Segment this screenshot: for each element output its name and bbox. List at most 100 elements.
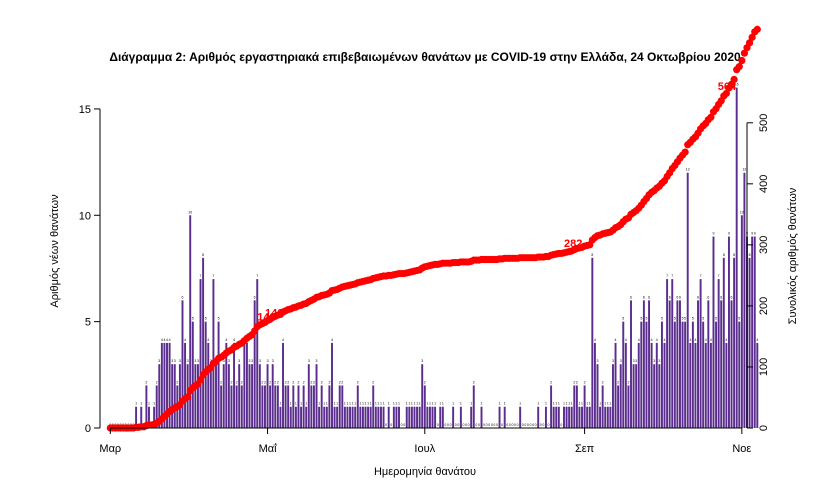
cumulative-point (184, 393, 192, 401)
bar-value-label: 2 (264, 380, 266, 384)
bar (398, 406, 400, 428)
left-y-axis: 0 5 10 15 (79, 104, 101, 435)
bar (563, 406, 565, 428)
bar (632, 364, 635, 428)
bar-value-label: 0 (511, 423, 513, 427)
bar (408, 406, 411, 428)
bar (681, 321, 684, 428)
bar (318, 406, 321, 428)
bar (173, 364, 176, 428)
bar (642, 300, 645, 428)
bar-value-label: 9 (713, 232, 715, 236)
bar-value-label: 0 (486, 423, 488, 427)
bar-value-label: 1 (148, 402, 150, 406)
bar (671, 279, 674, 428)
bar (730, 300, 733, 428)
bar-value-label: 4 (664, 338, 666, 342)
bar-value-label: 1 (323, 402, 325, 406)
bar-value-label: 8 (202, 253, 204, 257)
bar-value-label: 3 (633, 359, 635, 363)
bar-value-label: 3 (194, 359, 196, 363)
bar-value-label: 2 (303, 380, 305, 384)
bar-value-label: 6 (697, 295, 699, 299)
bar-value-label: 1 (555, 402, 557, 406)
bar (441, 406, 444, 428)
bar-value-label: 9 (728, 232, 730, 236)
bar (738, 321, 741, 428)
cumulative-point (722, 89, 730, 98)
bar-value-label: 1 (135, 402, 137, 406)
bar (470, 406, 473, 428)
bar-value-label: 0 (532, 423, 534, 427)
bar-value-label: 6 (731, 295, 733, 299)
bar-value-label: 2 (341, 380, 343, 384)
bar-value-label: 4 (705, 338, 707, 342)
bar (645, 321, 648, 428)
right-axis-tick-label: 400 (758, 175, 770, 193)
bar (271, 364, 274, 428)
bar-value-label: 4 (651, 338, 653, 342)
bar (323, 406, 326, 428)
bar-value-label: 1 (558, 402, 560, 406)
bar (189, 215, 192, 428)
bar (235, 385, 238, 428)
bar (727, 236, 730, 428)
bar-value-label: 0 (401, 423, 403, 427)
bar-value-label: 0 (450, 423, 452, 427)
bar (372, 385, 375, 428)
bar (349, 406, 352, 428)
bar-value-label: 2 (145, 380, 147, 384)
bar-value-label: 0 (493, 423, 495, 427)
bar (599, 406, 602, 428)
bar-value-label: 2 (357, 380, 359, 384)
bar (377, 406, 380, 428)
bar-value-label: 4 (756, 338, 758, 342)
bar-value-label: 3 (658, 359, 660, 363)
bar (578, 406, 581, 428)
bar (655, 342, 658, 428)
bar (575, 385, 578, 428)
bar (374, 406, 377, 428)
bar-value-label: 0 (509, 423, 511, 427)
bar-value-label: 6 (679, 295, 681, 299)
bar-value-label: 0 (475, 423, 477, 427)
x-axis-tick-label: Ιουλ (414, 443, 435, 455)
cumulative-annotation: 140 (257, 312, 275, 324)
bar-value-label: 3 (308, 359, 310, 363)
bar-value-label: 3 (174, 359, 176, 363)
bar-value-label: 5 (640, 317, 642, 321)
bar (328, 385, 331, 428)
bar-value-label: 1 (419, 402, 421, 406)
bar (410, 406, 413, 428)
bar (413, 406, 416, 428)
bar-value-label: 3 (267, 359, 269, 363)
bar-value-label: 4 (331, 338, 333, 342)
bar-value-label: 3 (228, 359, 230, 363)
cumulative-series (106, 25, 761, 432)
bar-value-label: 4 (233, 338, 235, 342)
bar (191, 321, 194, 428)
bar (498, 406, 501, 428)
bar-value-label: 5 (218, 317, 220, 321)
bar-value-label: 1 (499, 402, 501, 406)
bar-value-label: 4 (710, 338, 712, 342)
bar-value-label: 0 (527, 423, 529, 427)
cumulative-point (735, 63, 743, 71)
bar-value-label: 1 (599, 402, 601, 406)
bar (351, 406, 354, 428)
bar-value-label: 6 (720, 295, 722, 299)
bar-value-label: 1 (398, 402, 400, 406)
bar-value-label: 1 (354, 402, 356, 406)
bar (356, 385, 359, 428)
bar (653, 364, 656, 428)
bar-value-label: 2 (310, 380, 312, 384)
bar-value-label: 0 (478, 423, 480, 427)
bar (568, 406, 571, 428)
left-axis-tick-label: 15 (79, 104, 91, 116)
bar-value-label: 7 (700, 274, 702, 278)
bar-value-label: 1 (429, 402, 431, 406)
bar (279, 406, 282, 428)
left-axis-tick-label: 0 (85, 423, 91, 435)
bar (617, 385, 620, 428)
cumulative-annotation: 140 (265, 307, 283, 319)
